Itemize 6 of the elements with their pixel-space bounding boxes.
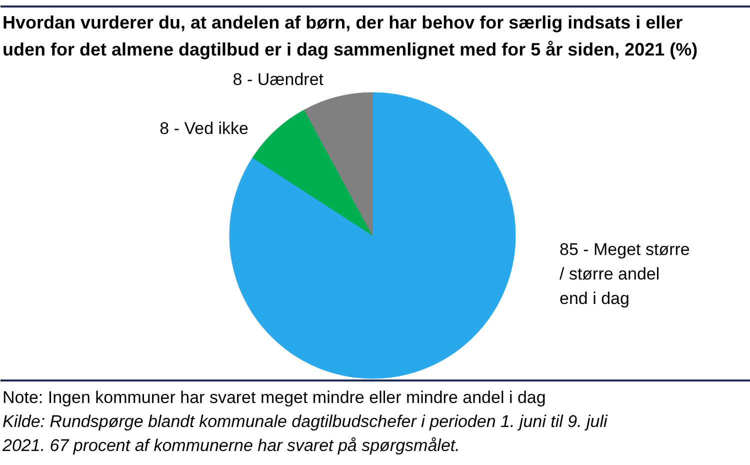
slice-label: 8 - Uændret: [232, 70, 324, 89]
chart-title: Hvordan vurderer du, at andelen af børn, der har behov for særlig indsats i eller uden for det almene dagtilbud er i dag sammenlignet med for 5 år siden, 2021 (%): [2, 12, 698, 60]
slice-label: 85 - Meget større / større andel end i dag: [560, 240, 690, 308]
text: Note: Ingen kommuner har svaret meget mindre eller mindre andel i dag: [2, 388, 546, 407]
slice-label: 8 - Ved ikke: [160, 119, 248, 138]
text: Kilde: Rundspørge blandt kommunale dagtilbudschefer i perioden 1. juni til 9. juli 2021. 67 procent af kommunerne har svaret på spørgsmålet.: [2, 412, 609, 455]
